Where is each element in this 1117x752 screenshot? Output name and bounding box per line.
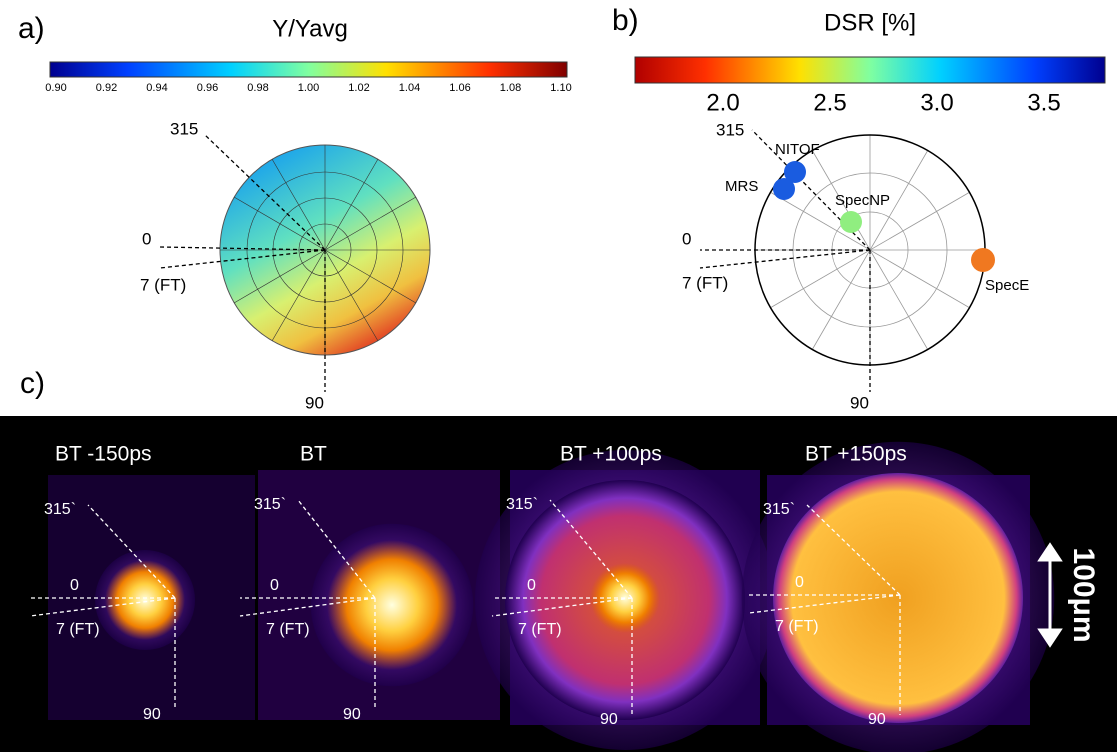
colorbar-tick-label: 1.10 <box>550 82 571 94</box>
angle-label: 90 <box>600 711 618 728</box>
angle-label: 315` <box>44 501 76 518</box>
colorbar-tick-label: 0.98 <box>247 82 268 94</box>
panel-title: Y/Yavg <box>272 15 348 42</box>
detector <box>840 211 862 233</box>
colorbar-tick-label: 3.5 <box>1027 89 1060 116</box>
angle-label: 0 <box>70 577 79 594</box>
detector-label: SpecE <box>985 277 1029 294</box>
colorbar-tick-label: 2.0 <box>706 89 739 116</box>
angle-label: 90 <box>868 711 886 728</box>
angle-label: 315 <box>716 120 744 139</box>
detector-label: SpecNP <box>835 192 890 209</box>
image-blob <box>773 473 1023 723</box>
panel-label: b) <box>612 4 639 37</box>
angle-label: 90 <box>343 706 361 723</box>
angle-label: 90 <box>850 393 869 412</box>
panel-title: DSR [%] <box>824 9 916 36</box>
colorbar-tick-label: 0.94 <box>146 82 167 94</box>
angle-label: 315` <box>506 496 538 513</box>
angle-label: 7 (FT) <box>56 621 100 638</box>
detector <box>773 178 795 200</box>
panel-label: c) <box>20 367 45 400</box>
angle-label: 0 <box>270 577 279 594</box>
colorbar-tick-label: 1.00 <box>298 82 319 94</box>
angle-label: 7 (FT) <box>140 275 186 294</box>
colorbar-tick-label: 1.02 <box>348 82 369 94</box>
colorbar <box>50 62 567 77</box>
frame-title: BT +100ps <box>560 443 662 466</box>
angle-label: 90 <box>143 706 161 723</box>
detector-label: MRS <box>725 178 758 195</box>
frame-title: BT <box>300 443 327 466</box>
figure: a) Y/Yavg 0.90 0.92 0.94 0.96 0.98 1.00 1.02 1.… <box>0 0 1117 752</box>
angle-label: 0 <box>142 229 151 248</box>
angle-label: 0 <box>682 229 691 248</box>
colorbar <box>635 57 1105 83</box>
image-blob <box>105 560 185 640</box>
angle-label: 315` <box>254 496 286 513</box>
angle-label: 90 <box>305 393 324 412</box>
angle-label: 0 <box>527 577 536 594</box>
angle-label: 315 <box>170 119 198 138</box>
frame-title: BT -150ps <box>55 443 152 466</box>
panel-label: a) <box>18 12 45 45</box>
angle-label: 7 (FT) <box>518 621 562 638</box>
angle-label: 7 (FT) <box>775 618 819 635</box>
detector <box>971 248 995 272</box>
colorbar-tick-label: 1.04 <box>399 82 420 94</box>
colorbar-tick-label: 1.06 <box>449 82 470 94</box>
colorbar-tick-label: 2.5 <box>813 89 846 116</box>
scale-label: 100μm <box>1067 547 1100 642</box>
angle-label: 315` <box>763 501 795 518</box>
colorbar-tick-label: 3.0 <box>920 89 953 116</box>
angle-label: 7 (FT) <box>682 273 728 292</box>
image-blob <box>327 540 457 670</box>
colorbar-tick-label: 1.08 <box>500 82 521 94</box>
angle-label: 7 (FT) <box>266 621 310 638</box>
colorbar-tick-label: 0.96 <box>197 82 218 94</box>
colorbar-tick-label: 0.92 <box>96 82 117 94</box>
colorbar-tick-label: 0.90 <box>45 82 66 94</box>
frame-title: BT +150ps <box>805 443 907 466</box>
angle-label: 0 <box>795 574 804 591</box>
detector-label: NITOF <box>775 141 820 158</box>
